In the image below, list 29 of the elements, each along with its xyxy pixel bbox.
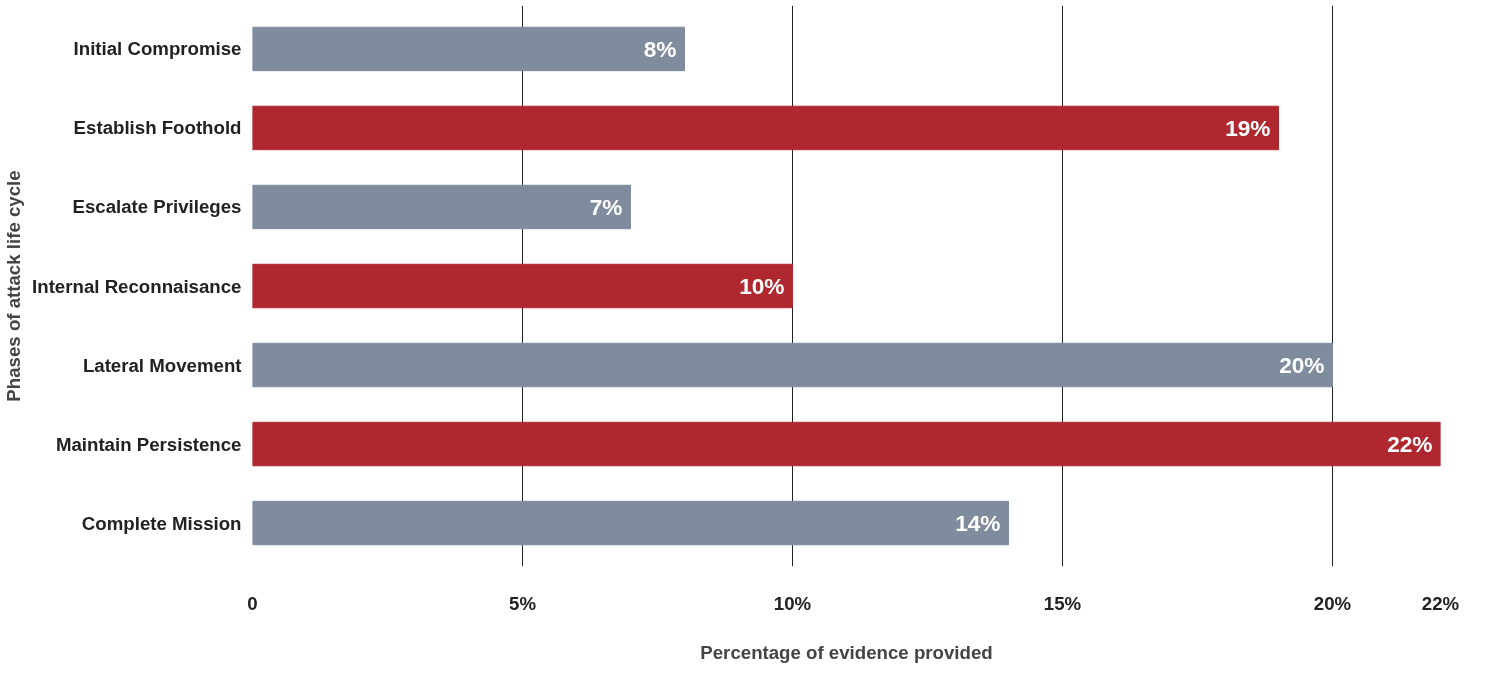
bar	[252, 500, 1009, 546]
data-label: 20%	[1279, 352, 1325, 379]
y-tick-label: Escalate Privileges	[72, 196, 242, 218]
y-axis-title: Phases of attack life cycle	[3, 170, 25, 402]
data-label: 19%	[1225, 114, 1271, 141]
bar	[252, 105, 1279, 151]
x-tick-label: 0	[247, 592, 258, 614]
x-tick-label: 10%	[773, 592, 812, 614]
y-tick-label: Internal Reconnaisance	[32, 275, 242, 297]
x-tick-label: 22%	[1421, 592, 1460, 614]
x-axis-title: Percentage of evidence provided	[700, 641, 993, 663]
bar	[252, 342, 1333, 388]
data-label: 8%	[643, 35, 677, 62]
x-tick-label: 5%	[509, 592, 537, 614]
data-label: 22%	[1387, 431, 1433, 458]
bar	[252, 263, 793, 309]
x-tick-label: 15%	[1043, 592, 1082, 614]
y-tick-label: Initial Compromise	[73, 38, 242, 60]
data-label: 10%	[739, 273, 785, 299]
data-label: 14%	[955, 510, 1001, 537]
y-tick-label: Lateral Movement	[82, 354, 242, 376]
x-tick-label: 20%	[1313, 592, 1352, 614]
bar	[252, 26, 685, 72]
y-tick-label: Maintain Persistence	[55, 433, 242, 455]
bar	[252, 184, 631, 230]
y-tick-label: Complete Mission	[81, 512, 242, 534]
bar	[252, 421, 1441, 467]
data-label: 7%	[589, 193, 623, 220]
y-tick-label: Establish Foothold	[73, 117, 242, 139]
